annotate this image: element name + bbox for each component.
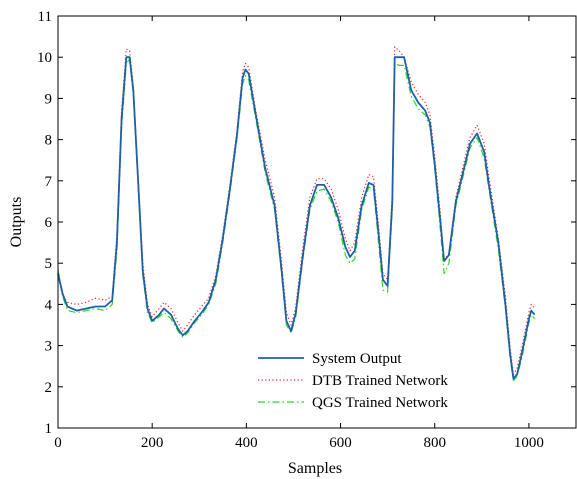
series-line-system-output: [57, 56, 536, 380]
legend: System Output DTB Trained Network QGS Trai…: [258, 351, 448, 411]
legend-label: System Output: [312, 351, 402, 367]
y-tick-label: 5: [45, 256, 53, 272]
legend-label: QGS Trained Network: [312, 395, 448, 411]
y-tick-label: 2: [45, 380, 53, 396]
plot-area: [57, 46, 536, 382]
y-tick-label: 8: [45, 133, 53, 149]
y-tick-label: 4: [45, 297, 53, 313]
axes: 0 200 400 600 800 1000 1 2 3 4 5 6 7 8 9 10 11 Samples Out…: [8, 9, 577, 477]
x-tick-label: 0: [54, 435, 62, 451]
x-axis-label: Samples: [288, 460, 342, 477]
x-tick-label: 600: [329, 435, 352, 451]
series-line-qgs-trained-network: [57, 58, 536, 382]
y-tick-label: 7: [45, 174, 53, 190]
x-tick-label: 200: [141, 435, 164, 451]
x-tick-label: 400: [235, 435, 258, 451]
y-axis-label: Outputs: [8, 197, 25, 248]
legend-label: DTB Trained Network: [312, 373, 448, 389]
y-tick-label: 3: [45, 339, 53, 355]
series-line-dtb-trained-network: [57, 46, 536, 375]
x-tick-label: 1000: [514, 435, 544, 451]
y-tick-label: 10: [37, 50, 52, 66]
y-tick-label: 1: [45, 421, 53, 437]
x-tick-label: 800: [423, 435, 446, 451]
y-tick-label: 6: [45, 215, 53, 231]
y-tick-label: 11: [38, 9, 52, 25]
y-tick-label: 9: [45, 91, 53, 107]
